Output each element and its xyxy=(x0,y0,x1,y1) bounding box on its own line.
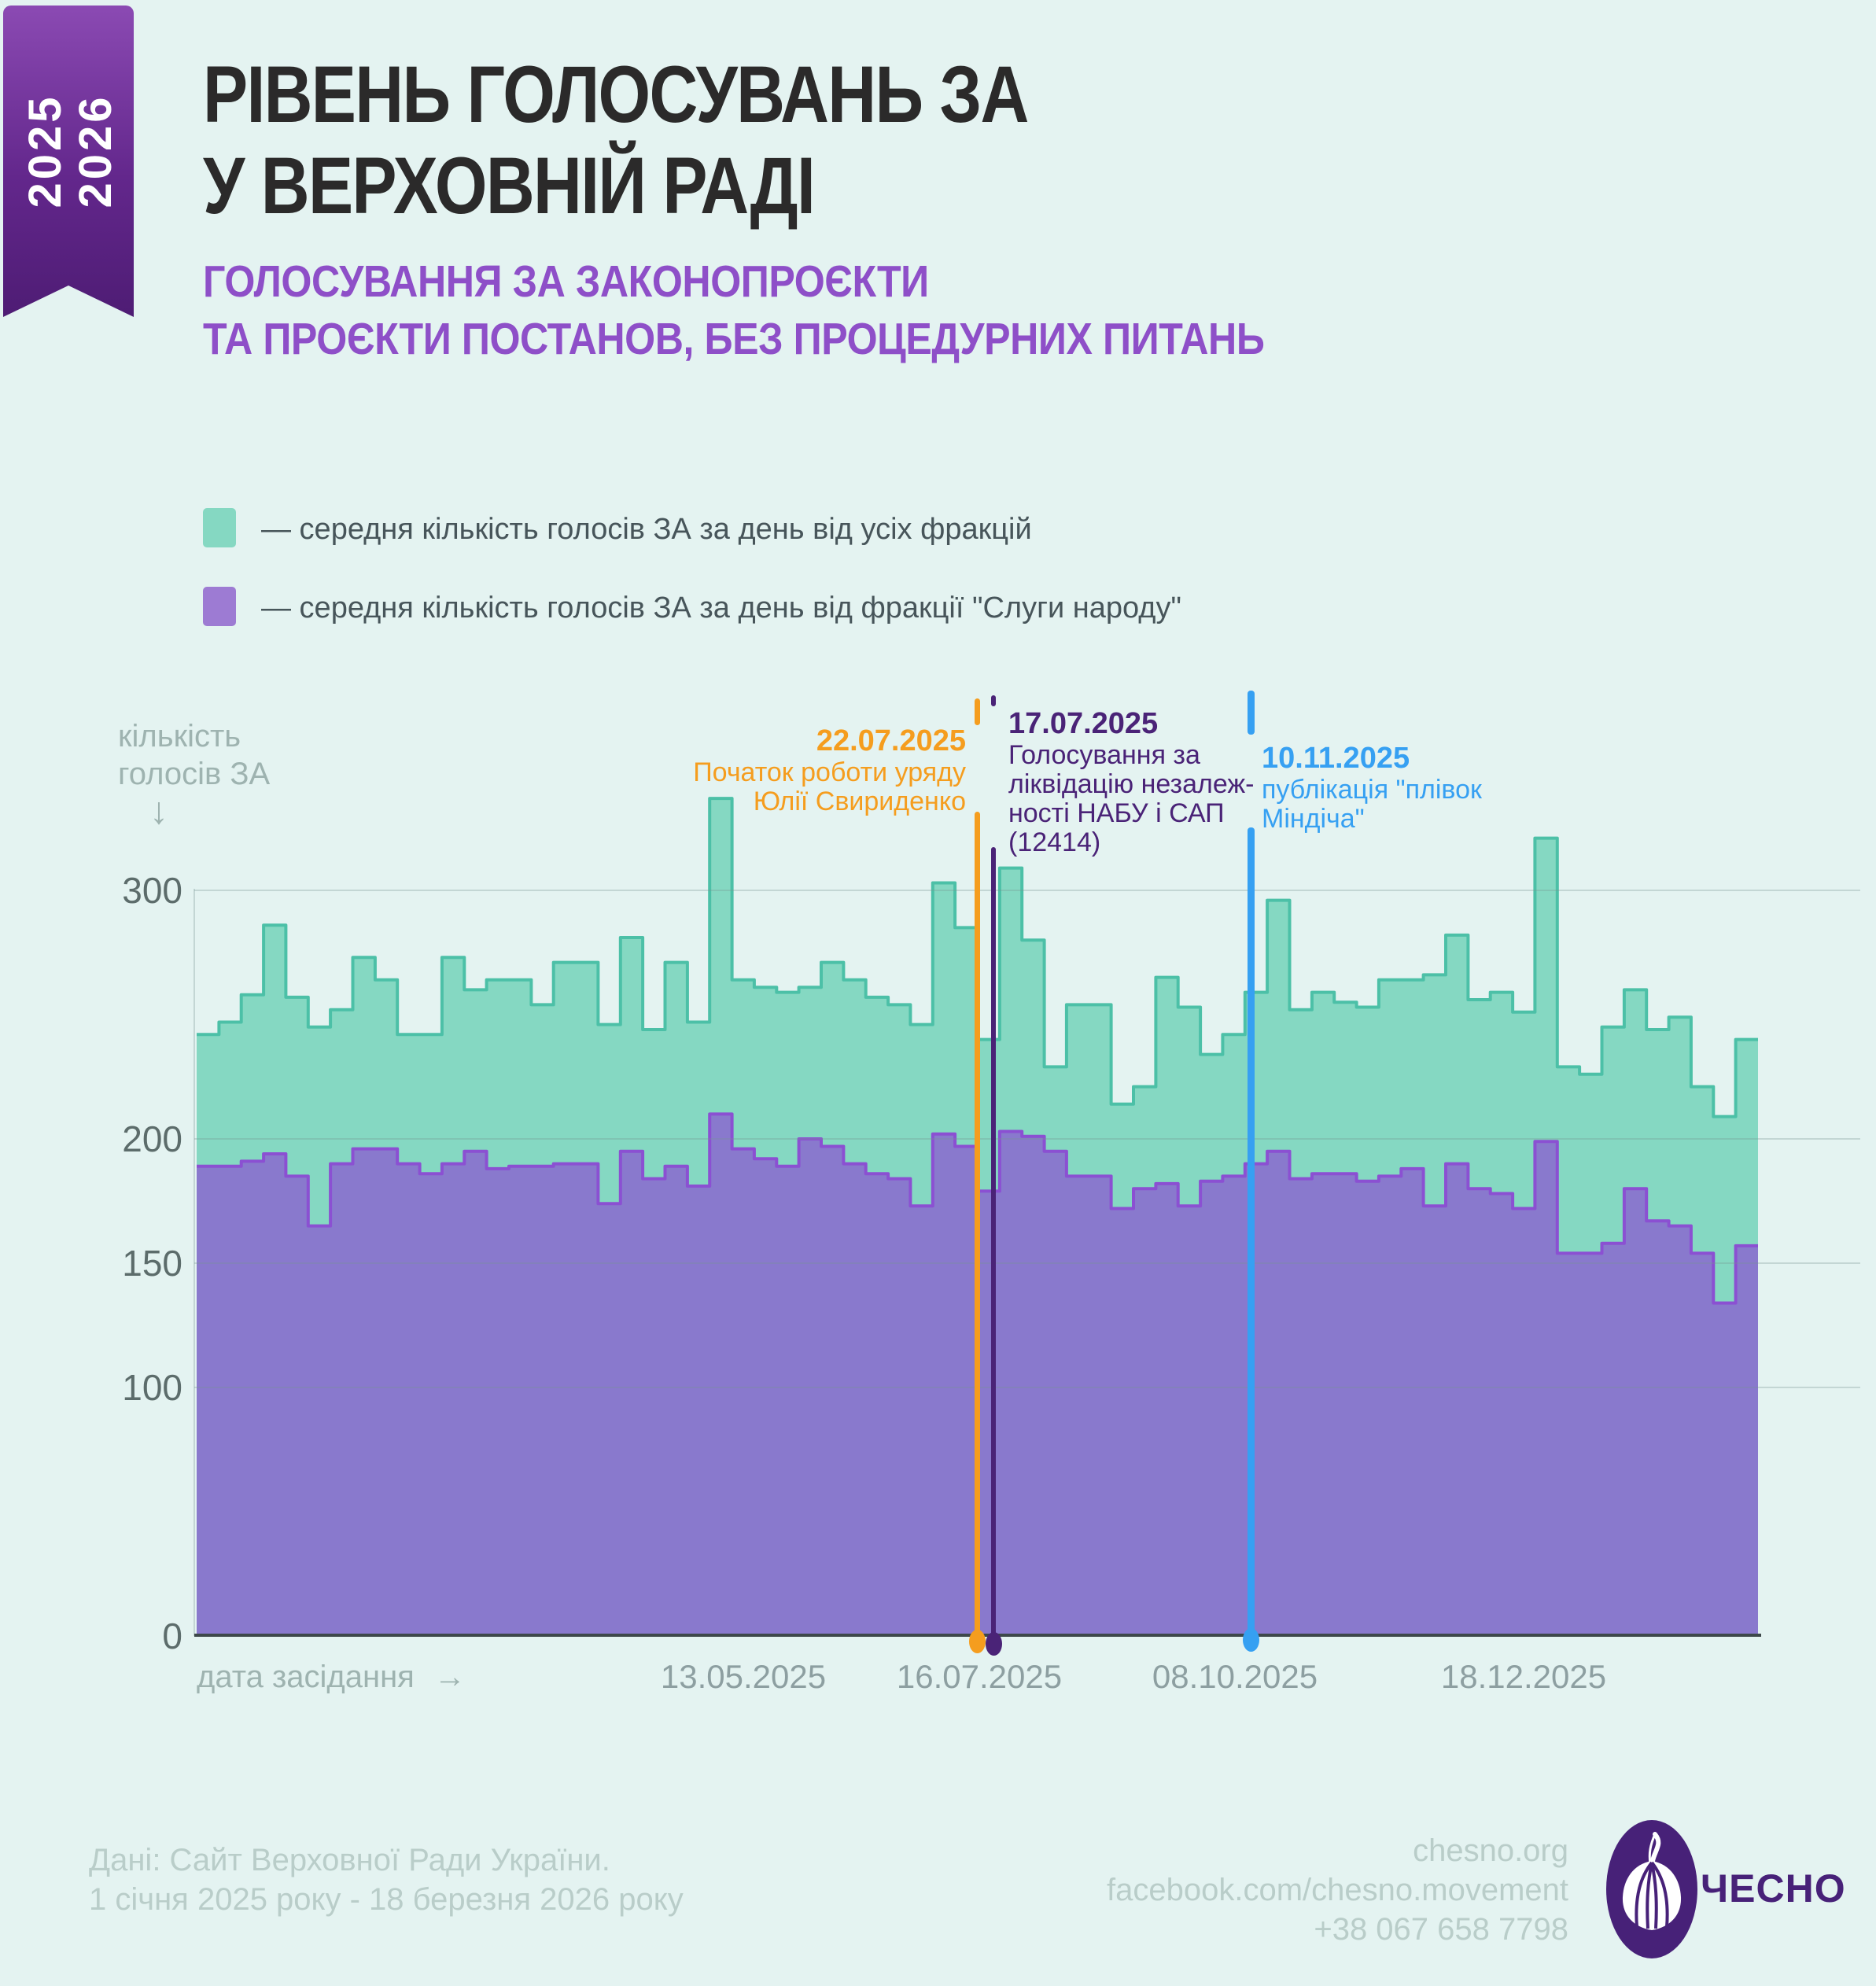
annotation-nabu-sap-line3: ності НАБУ і САП xyxy=(1008,798,1225,828)
y-tick-150: 150 xyxy=(122,1243,182,1284)
annotation-mindich-line1: публікація "плівок xyxy=(1262,775,1482,805)
chesno-wordmark: ЧЕСНО xyxy=(1701,1866,1846,1910)
ribbon-year-2026: 2026 xyxy=(70,94,121,208)
purple-event-line xyxy=(991,847,996,1644)
data-source-line2: 1 січня 2025 року - 18 березня 2026 року xyxy=(89,1882,684,1917)
gridline-150 xyxy=(194,1262,1860,1264)
page-title-line1: РІВЕНЬ ГОЛОСУВАНЬ ЗА xyxy=(203,50,1029,139)
y-tick-100: 100 xyxy=(122,1367,182,1408)
purple-event-line-top-tick xyxy=(991,695,996,706)
y-axis-title-line2: голосів ЗА xyxy=(118,757,271,791)
annotation-nabu-sap-line2: ліквідацію незалеж- xyxy=(1008,769,1255,799)
blue-event-line xyxy=(1248,827,1255,1642)
ribbon-notch xyxy=(3,286,134,317)
purple-event-dot xyxy=(986,1632,1002,1656)
chart-left-border xyxy=(193,889,195,1636)
contact-block: chesno.org facebook.com/chesno.movement … xyxy=(1107,1831,1568,1949)
annotation-svyrydenko-date: 22.07.2025 xyxy=(816,724,966,757)
y-tick-300: 300 xyxy=(122,870,182,911)
annotation-nabu-sap-line4: (12414) xyxy=(1008,827,1101,857)
page-title-line2: У ВЕРХОВНІЙ РАДІ xyxy=(203,141,816,230)
x-tick-13-05: 13.05.2025 xyxy=(660,1658,827,1695)
legend-swatch-all-factions xyxy=(203,508,236,547)
annotation-svyrydenko: 22.07.2025 Початок роботи уряду Юлії Сви… xyxy=(693,724,966,816)
ribbon-year-2025: 2025 xyxy=(20,94,71,208)
blue-event-dot xyxy=(1243,1628,1259,1652)
legend-label-sluhy-narodu: — середня кількість голосів ЗА за день в… xyxy=(261,591,1181,625)
legend-swatch-sluhy-narodu xyxy=(203,587,236,626)
page-subtitle-line1: ГОЛОСУВАННЯ ЗА ЗАКОНОПРОЄКТИ xyxy=(203,256,929,307)
x-tick-16-07: 16.07.2025 xyxy=(896,1658,1063,1695)
annotation-mindich: 10.11.2025 публікація "плівок Міндіча" xyxy=(1262,741,1482,834)
x-axis-title: дата засідання → xyxy=(197,1660,466,1695)
gridline-200 xyxy=(194,1138,1860,1140)
annotation-nabu-sap-line1: Голосування за xyxy=(1008,740,1200,770)
annotation-svyrydenko-line1: Початок роботи уряду xyxy=(693,757,966,787)
orange-event-dot xyxy=(969,1630,986,1653)
website-link: chesno.org xyxy=(1413,1833,1568,1868)
annotation-svyrydenko-line2: Юлії Свириденко xyxy=(753,787,966,816)
legend-label-all-factions: — середня кількість голосів ЗА за день в… xyxy=(261,513,1032,546)
facebook-link: facebook.com/chesno.movement xyxy=(1107,1873,1568,1907)
gridline-100 xyxy=(194,1387,1860,1388)
y-tick-200: 200 xyxy=(122,1118,182,1159)
data-source-note: Дані: Сайт Верховної Ради України. 1 січ… xyxy=(89,1840,684,1919)
x-tick-18-12: 18.12.2025 xyxy=(1440,1658,1607,1695)
page-subtitle-line2: ТА ПРОЄКТИ ПОСТАНОВ, БЕЗ ПРОЦЕДУРНИХ ПИТ… xyxy=(203,314,1265,364)
x-tick-08-10: 08.10.2025 xyxy=(1152,1658,1318,1695)
phone-number: +38 067 658 7798 xyxy=(1314,1912,1568,1947)
year-ribbon: 2025 2026 xyxy=(3,6,134,317)
annotation-mindich-date: 10.11.2025 xyxy=(1262,742,1410,775)
annotation-nabu-sap-date: 17.07.2025 xyxy=(1008,707,1159,740)
down-arrow-icon: ↓ xyxy=(149,790,168,832)
blue-event-line-top-tick xyxy=(1248,691,1255,735)
y-axis-title-line1: кількість xyxy=(118,719,241,754)
annotation-mindich-line2: Міндіча" xyxy=(1262,804,1365,834)
gridline-300 xyxy=(194,890,1860,891)
orange-event-line xyxy=(975,812,980,1642)
orange-event-line-top-tick xyxy=(975,698,980,725)
data-source-line1: Дані: Сайт Верховної Ради України. xyxy=(89,1843,610,1877)
x-axis-title-text: дата засідання xyxy=(197,1660,415,1694)
annotation-nabu-sap: 17.07.2025 Голосування за ліквідацію нез… xyxy=(1008,706,1254,857)
y-tick-0: 0 xyxy=(162,1616,182,1656)
right-arrow-icon: → xyxy=(433,1660,466,1694)
chesno-garlic-logo-icon xyxy=(1606,1820,1697,1958)
